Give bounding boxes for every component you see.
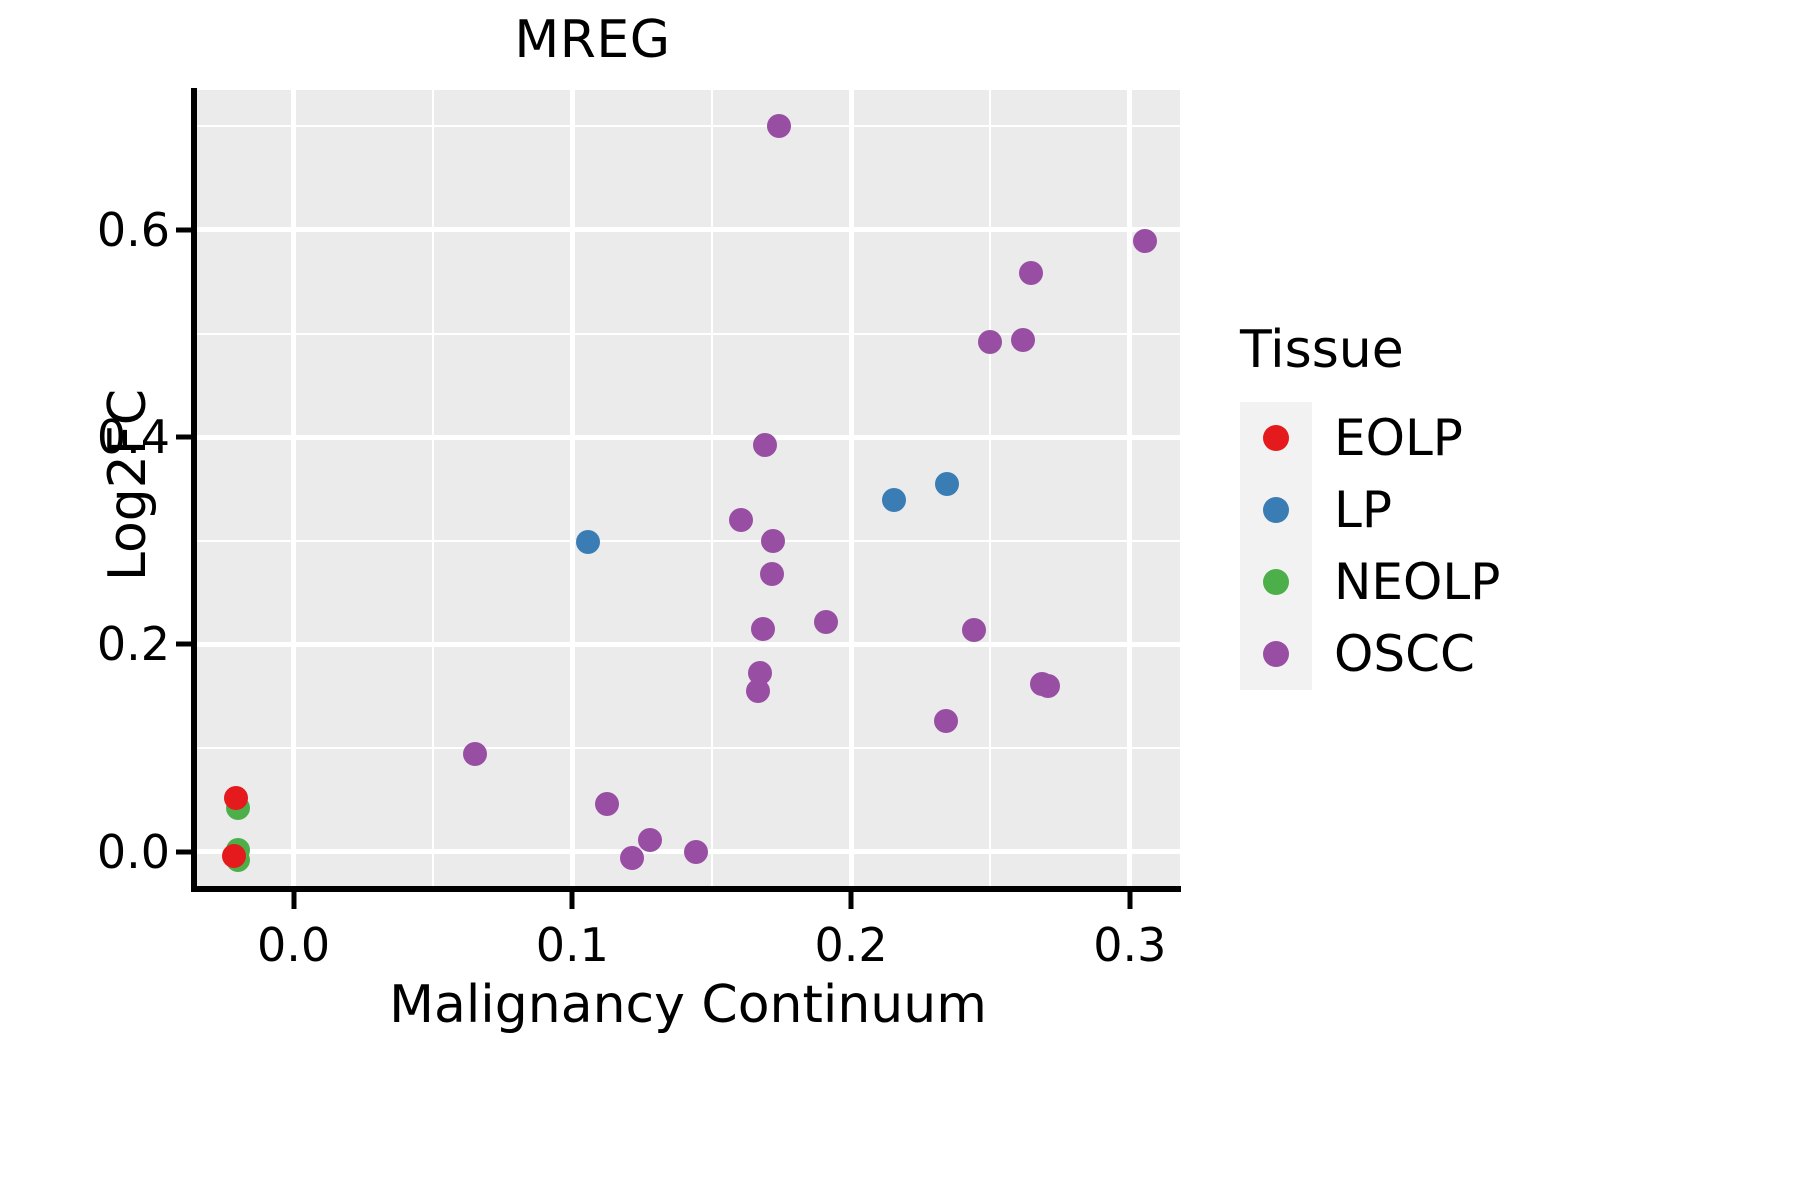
legend-dot-icon <box>1263 569 1289 595</box>
data-point-oscc <box>759 561 784 586</box>
data-point-oscc <box>761 528 786 553</box>
y-axis-tick <box>176 434 193 440</box>
data-point-oscc <box>462 742 487 767</box>
legend-dot-icon <box>1263 497 1289 523</box>
y-axis-tick <box>176 227 193 233</box>
x-axis-tick <box>1127 892 1133 909</box>
legend-dot-icon <box>1263 641 1289 667</box>
data-point-oscc <box>1010 327 1035 352</box>
data-point-oscc <box>813 609 838 634</box>
gridline-minor-horizontal <box>196 332 1180 335</box>
gridline-minor-vertical <box>989 90 992 888</box>
data-point-lp <box>935 471 960 496</box>
data-point-oscc <box>1018 261 1043 286</box>
x-axis-tick <box>848 892 854 909</box>
x-axis-tick-label: 0.1 <box>535 918 609 972</box>
x-axis-tick <box>569 892 575 909</box>
x-axis-tick-label: 0.0 <box>256 918 331 972</box>
y-axis-tick-label: 0.6 <box>96 202 170 257</box>
data-point-oscc <box>1133 229 1158 254</box>
y-axis-tick-label: 0.0 <box>96 824 170 879</box>
gridline-minor-horizontal <box>196 747 1180 750</box>
chart-title: MREG <box>514 10 671 70</box>
gridline-major-vertical <box>291 90 297 888</box>
gridline-minor-vertical <box>431 90 434 888</box>
gridline-major-horizontal <box>196 227 1180 233</box>
legend-item-label: OSCC <box>1334 625 1475 683</box>
data-point-eolp <box>224 785 249 810</box>
y-axis-line <box>191 88 197 892</box>
legend-item-neolp[interactable]: NEOLP <box>1240 546 1500 618</box>
legend-dot-icon <box>1263 425 1289 451</box>
data-point-oscc <box>751 616 776 641</box>
data-point-oscc <box>638 828 663 853</box>
y-axis-tick-label: 0.2 <box>96 617 170 672</box>
y-axis-tick <box>176 641 193 647</box>
legend-key-swatch <box>1240 402 1312 474</box>
legend-item-label: EOLP <box>1334 409 1463 467</box>
plot-panel <box>196 90 1180 888</box>
data-point-oscc <box>745 679 770 704</box>
y-axis-tick <box>176 849 193 855</box>
x-axis-title: Malignancy Continuum <box>389 975 987 1035</box>
data-point-oscc <box>961 617 986 642</box>
legend-item-label: LP <box>1334 481 1393 539</box>
legend-item-eolp[interactable]: EOLP <box>1240 402 1500 474</box>
data-point-lp <box>575 529 600 554</box>
x-axis-line <box>191 886 1181 892</box>
data-point-oscc <box>752 433 777 458</box>
data-point-oscc <box>620 845 645 870</box>
legend: Tissue EOLP LP NEOLP OSCC <box>1240 320 1500 690</box>
gridline-major-vertical <box>569 90 575 888</box>
x-axis-tick-label: 0.2 <box>814 918 888 972</box>
data-point-oscc <box>1035 673 1060 698</box>
data-point-oscc <box>978 329 1003 354</box>
legend-key-swatch <box>1240 618 1312 690</box>
data-point-eolp <box>221 843 246 868</box>
legend-key-swatch <box>1240 474 1312 546</box>
legend-item-oscc[interactable]: OSCC <box>1240 618 1500 690</box>
gridline-minor-horizontal <box>196 125 1180 128</box>
x-axis-tick-label: 0.3 <box>1093 918 1167 972</box>
legend-key-swatch <box>1240 546 1312 618</box>
y-axis-title: Log2FC <box>98 388 158 582</box>
data-point-oscc <box>933 709 958 734</box>
data-point-oscc <box>595 792 620 817</box>
legend-item-lp[interactable]: LP <box>1240 474 1500 546</box>
legend-item-label: NEOLP <box>1334 553 1501 611</box>
data-point-oscc <box>684 839 709 864</box>
legend-item-list: EOLP LP NEOLP OSCC <box>1240 402 1500 690</box>
gridline-major-vertical <box>848 90 854 888</box>
gridline-minor-vertical <box>710 90 713 888</box>
gridline-minor-horizontal <box>196 539 1180 542</box>
gridline-major-vertical <box>1127 90 1133 888</box>
x-axis-tick <box>291 892 297 909</box>
data-point-lp <box>882 488 907 513</box>
data-point-oscc <box>766 114 791 139</box>
y-axis-tick-label: 0.4 <box>96 410 170 465</box>
gridline-major-horizontal <box>196 641 1180 647</box>
gridline-major-horizontal <box>196 434 1180 440</box>
legend-title: Tissue <box>1240 320 1404 380</box>
data-point-oscc <box>728 508 753 533</box>
